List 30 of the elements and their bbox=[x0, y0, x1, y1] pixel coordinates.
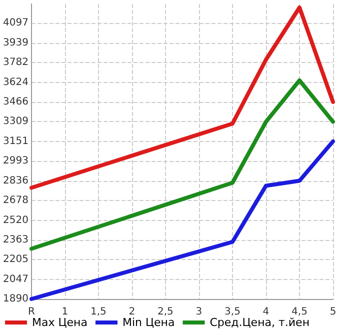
y-tick-label: 3624 bbox=[2, 76, 28, 88]
line-series bbox=[29, 6, 335, 190]
y-tick-label: 3151 bbox=[2, 136, 28, 147]
legend-label: Max Цена bbox=[32, 316, 88, 329]
x-tick-label: 5 bbox=[330, 306, 336, 318]
x-tick-label: 4,5 bbox=[292, 306, 308, 318]
y-tick-label: 4097 bbox=[2, 18, 28, 29]
x-tick-label: 4 bbox=[262, 306, 270, 318]
x-tick-label: 3,5 bbox=[224, 306, 240, 318]
y-tick-label: 2520 bbox=[2, 214, 28, 226]
x-tick-label: 2 bbox=[128, 306, 136, 318]
y-tick-label: 2205 bbox=[2, 254, 28, 266]
y-tick-label: 2836 bbox=[2, 175, 28, 186]
y-tick-label: 1890 bbox=[2, 294, 28, 304]
x-tick-label: R bbox=[28, 306, 35, 318]
y-tick-label: 2047 bbox=[2, 274, 28, 285]
y-tick-label: 3466 bbox=[2, 96, 28, 108]
y-tick-label: 2678 bbox=[2, 195, 28, 206]
y-tick-label: 3309 bbox=[2, 116, 28, 128]
x-tick-label: 1,5 bbox=[90, 306, 106, 318]
y-tick-label: 2363 bbox=[2, 234, 28, 246]
y-tick-label: 3939 bbox=[2, 37, 28, 48]
x-tick-label: 3 bbox=[196, 306, 202, 318]
x-tick-label: 2,5 bbox=[158, 306, 174, 318]
y-tick-label: 3782 bbox=[2, 57, 28, 68]
legend-label: Сред.Цена, т.йен bbox=[210, 316, 310, 329]
line-series bbox=[29, 78, 335, 251]
y-tick-label: 2993 bbox=[2, 156, 28, 167]
legend-label: Min Цена bbox=[122, 316, 175, 329]
x-tick-label: 1 bbox=[62, 306, 68, 318]
